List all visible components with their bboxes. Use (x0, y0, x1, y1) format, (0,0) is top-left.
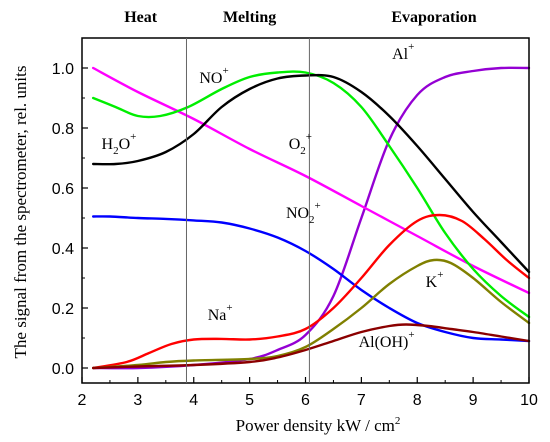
series-line-4 (91, 215, 531, 343)
phase-label-1: Melting (223, 9, 276, 26)
series-line-1 (91, 66, 531, 295)
curve-annotations: NO+H2O+ O2+NO2+Al+Na+K+Al(OH)+ (102, 41, 444, 351)
ion-label-part: 2 (300, 145, 306, 157)
ion-label-6: K+ (426, 269, 444, 291)
y-tick-label-1: 0.2 (52, 301, 74, 318)
x-tick-label-1: 3 (133, 392, 142, 409)
ion-label-7: Al(OH)+ (359, 329, 415, 351)
y-tick-label-2: 0.4 (52, 241, 74, 258)
ion-label-part: NO (286, 205, 309, 222)
ion-label-part: O (119, 136, 131, 153)
y-axis-label: The signal from the spectrometer, rel. u… (11, 66, 30, 359)
ion-label-part: Al(OH) (359, 334, 409, 351)
ion-label-4: Al+ (392, 41, 414, 63)
series-line-6 (91, 258, 531, 370)
ion-label-part: Na (208, 307, 227, 324)
series-line-7 (91, 323, 531, 370)
ion-label-part: 2 (113, 145, 119, 157)
phase-label-0: Heat (124, 9, 158, 26)
y-tick-label-3: 0.6 (52, 181, 74, 198)
series-line-5 (91, 213, 531, 370)
y-tick-label-4: 0.8 (52, 121, 74, 138)
ion-label-5: Na+ (208, 302, 233, 324)
y-tick-label-0: 0.0 (52, 361, 74, 378)
ion-label-part: + (130, 131, 136, 143)
phase-label-2: Evaporation (391, 9, 476, 26)
ion-label-part: + (222, 65, 228, 77)
ion-label-1: H2O+ (102, 131, 137, 157)
series-lines (91, 66, 531, 370)
ion-label-part: + (408, 329, 414, 341)
ion-label-part: + (315, 200, 321, 212)
y-tick-label-5: 1.0 (52, 61, 74, 78)
ion-label-part: H (102, 136, 114, 153)
x-axis-label: Power density kW / cm2 (236, 415, 401, 435)
ion-label-0: NO+ (199, 65, 228, 87)
ion-label-part: 2 (309, 214, 315, 226)
x-tick-label-0: 2 (78, 392, 87, 409)
ion-label-part: + (226, 302, 232, 314)
ion-label-part: K (426, 274, 438, 291)
ion-label-2: O2+ (289, 131, 312, 157)
axis-ticks: 2 3 4 5 6 7 8 9 10 0.0 0.2 0.4 0.6 0.8 1.0 (52, 37, 538, 409)
x-tick-label-2: 4 (189, 392, 198, 409)
x-tick-label-5: 7 (357, 392, 366, 409)
ion-label-part: + (437, 269, 443, 281)
ion-label-part: O (289, 136, 301, 153)
series-line-3 (91, 73, 531, 274)
ion-label-part: + (408, 41, 414, 53)
x-tick-label-3: 5 (245, 392, 254, 409)
phase-labels: Heat Melting Evaporation (124, 9, 477, 26)
x-tick-label-4: 6 (301, 392, 310, 409)
x-tick-label-8: 10 (520, 392, 538, 409)
x-tick-label-6: 8 (413, 392, 422, 409)
x-tick-label-7: 9 (469, 392, 478, 409)
phase-boundaries (185, 38, 310, 383)
series-line-2 (91, 70, 531, 319)
ion-label-part: Al (392, 46, 409, 63)
ion-label-3: NO2+ (286, 200, 321, 226)
ion-label-part: NO (199, 70, 222, 87)
ion-label-part: + (306, 131, 312, 143)
